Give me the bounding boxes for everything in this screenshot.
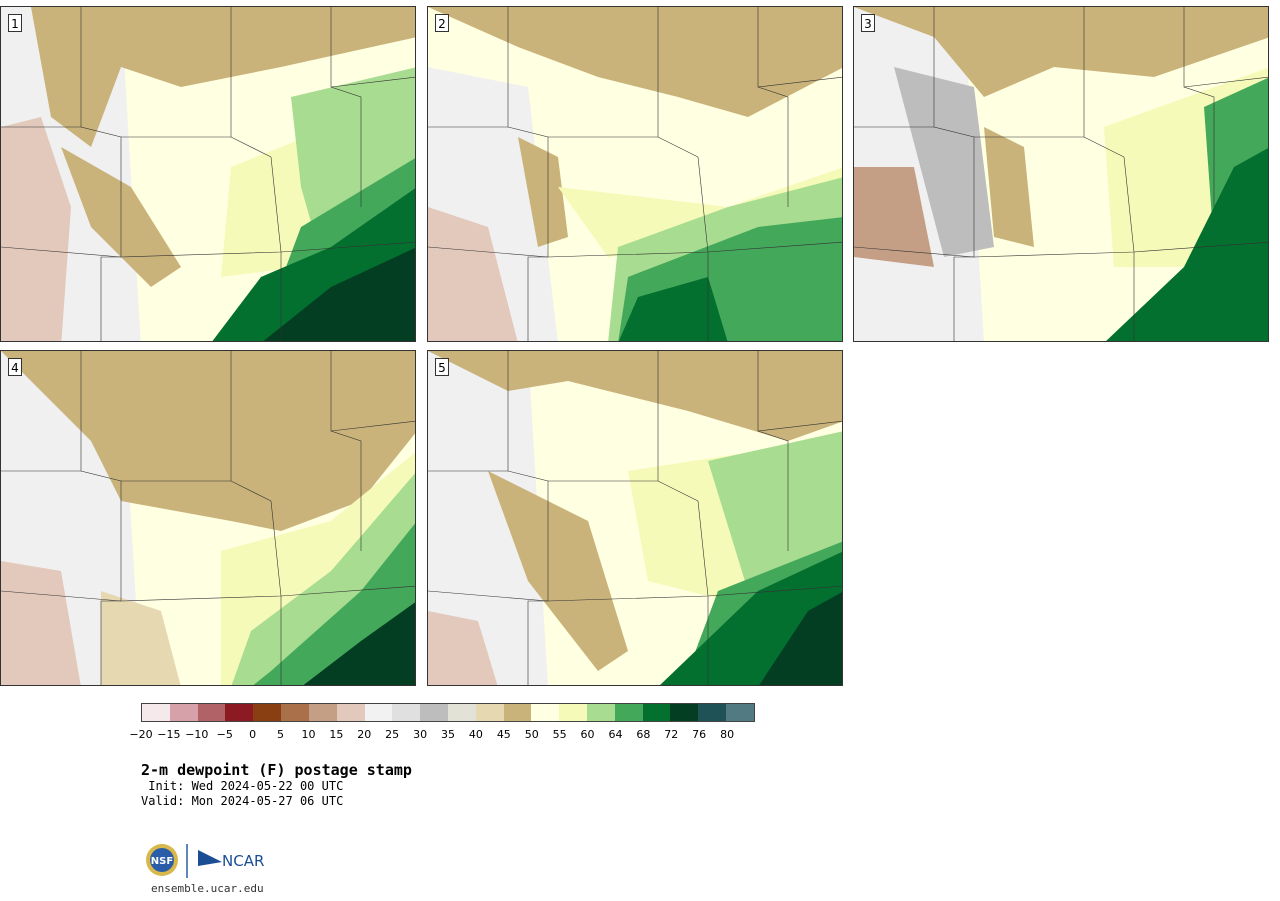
site-url[interactable]: ensemble.ucar.edu bbox=[151, 882, 264, 895]
colorbar-tick-label: 35 bbox=[441, 728, 455, 741]
colorbar-swatch bbox=[475, 704, 504, 721]
colorbar-tick-label: 68 bbox=[636, 728, 651, 741]
panel-number-label: 5 bbox=[435, 358, 449, 376]
member-panel-2[interactable]: 2 bbox=[427, 6, 843, 342]
dewpoint-map bbox=[428, 7, 842, 341]
colorbar bbox=[141, 703, 755, 722]
colorbar-tick-label: 40 bbox=[468, 728, 483, 741]
nsf-logo-text: NSF bbox=[151, 856, 173, 867]
colorbar-swatch bbox=[503, 704, 532, 721]
member-panel-1[interactable]: 1 bbox=[0, 6, 416, 342]
colorbar-swatch bbox=[614, 704, 643, 721]
colorbar-swatch bbox=[642, 704, 671, 721]
member-panel-3[interactable]: 3 bbox=[853, 6, 1269, 342]
dewpoint-map bbox=[1, 351, 415, 685]
dewpoint-map bbox=[854, 7, 1268, 341]
colorbar-tick-label: 72 bbox=[664, 728, 679, 741]
colorbar-tick-labels: −20 −15 −10 −5 0 5 10 15 20 25 30 35 40 45 50 55 60 64 68 7… bbox=[129, 728, 755, 742]
colorbar-tick-label: 80 bbox=[720, 728, 735, 741]
colorbar-swatch bbox=[225, 704, 254, 721]
colorbar-tick-label: −20 bbox=[129, 728, 153, 741]
colorbar-tick-label: 60 bbox=[580, 728, 595, 741]
valid-time: Valid: Mon 2024-05-27 06 UTC bbox=[141, 794, 344, 808]
member-panel-5[interactable]: 5 bbox=[427, 350, 843, 686]
colorbar-swatch bbox=[698, 704, 727, 721]
colorbar-swatch bbox=[587, 704, 615, 721]
colorbar-tick-label: −5 bbox=[216, 728, 233, 741]
colorbar-tick-label: 20 bbox=[357, 728, 372, 741]
colorbar-swatch bbox=[670, 704, 699, 721]
colorbar-tick-label: 5 bbox=[277, 728, 285, 741]
colorbar-tick-label: 0 bbox=[249, 728, 257, 741]
ncar-logo-text: NCAR bbox=[222, 852, 264, 870]
colorbar-swatch bbox=[281, 704, 309, 721]
member-panel-4[interactable]: 4 bbox=[0, 350, 416, 686]
colorbar-swatch bbox=[336, 704, 365, 721]
colorbar-tick-label: 76 bbox=[692, 728, 707, 741]
colorbar-tick-label: 10 bbox=[301, 728, 316, 741]
colorbar-tick-label: −15 bbox=[157, 728, 181, 741]
colorbar-tick-label: 64 bbox=[608, 728, 623, 741]
panel-number-label: 1 bbox=[8, 14, 22, 32]
panel-number-label: 2 bbox=[435, 14, 449, 32]
panel-number-label: 3 bbox=[861, 14, 875, 32]
dewpoint-map bbox=[428, 351, 842, 685]
colorbar-tick-label: 15 bbox=[329, 728, 344, 741]
colorbar-tick-label: 45 bbox=[496, 728, 511, 741]
colorbar-swatch bbox=[447, 704, 476, 721]
colorbar-tick-label: 55 bbox=[552, 728, 567, 741]
colorbar-swatch bbox=[253, 704, 282, 721]
colorbar-swatch bbox=[420, 704, 448, 721]
colorbar-swatch bbox=[392, 704, 421, 721]
colorbar-tick-label: 30 bbox=[413, 728, 428, 741]
colorbar-tick-label: −10 bbox=[185, 728, 209, 741]
colorbar-swatch bbox=[559, 704, 587, 721]
colorbar-tick-label: 50 bbox=[524, 728, 539, 741]
colorbar-swatch bbox=[197, 704, 226, 721]
nsf-ncar-logo[interactable]: NSF NCAR bbox=[144, 842, 274, 882]
colorbar-swatch bbox=[308, 704, 337, 721]
panel-number-label: 4 bbox=[8, 358, 22, 376]
colorbar-swatch bbox=[726, 704, 754, 721]
colorbar-tick-label: 25 bbox=[385, 728, 400, 741]
colorbar-swatch bbox=[142, 704, 170, 721]
dewpoint-map bbox=[1, 7, 415, 341]
colorbar-swatch bbox=[169, 704, 198, 721]
colorbar-swatch bbox=[364, 704, 393, 721]
figure-title: 2-m dewpoint (F) postage stamp bbox=[141, 761, 412, 779]
init-time: Init: Wed 2024-05-22 00 UTC bbox=[141, 779, 344, 793]
colorbar-swatch bbox=[531, 704, 560, 721]
